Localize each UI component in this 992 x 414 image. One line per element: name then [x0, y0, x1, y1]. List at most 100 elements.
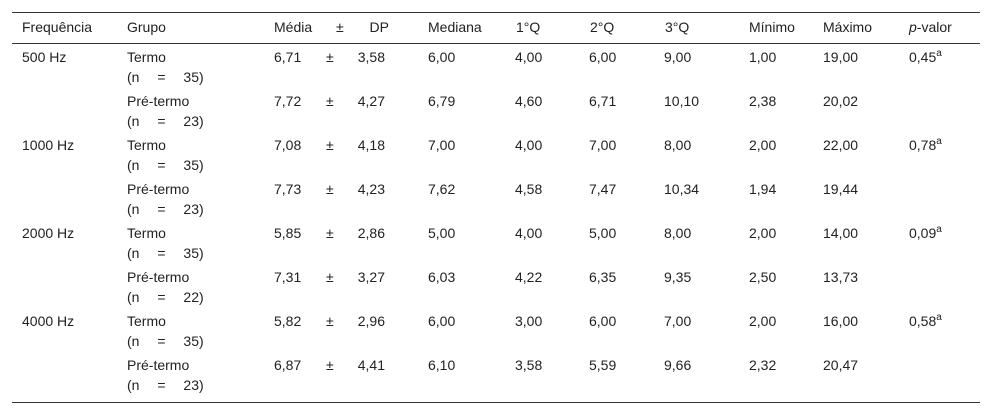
median-cell: 5,00: [428, 225, 456, 241]
q3-cell: 9,00: [664, 49, 692, 65]
q2-cell: 7,47: [589, 181, 617, 197]
group-cell: Termo: [127, 313, 166, 329]
q2-cell: 7,00: [589, 137, 617, 153]
sd-cell: 4,18: [357, 137, 385, 153]
min-cell: 2,00: [749, 137, 777, 153]
pm-cell: ±: [326, 49, 334, 65]
n-cell: (n = 35): [127, 333, 204, 349]
q3-cell: 9,66: [664, 357, 692, 373]
max-cell: 20,02: [823, 93, 859, 109]
footnote-mark: a: [936, 224, 942, 235]
q1-cell: 4,00: [515, 137, 543, 153]
p-value-cell: 0,58a: [909, 312, 942, 330]
pm-cell: ±: [326, 137, 334, 153]
min-cell: 2,50: [749, 269, 777, 285]
header-cell: 3°Q: [665, 19, 690, 35]
header-cell: Média: [274, 19, 313, 35]
bottom-rule: [12, 402, 980, 403]
n-cell: (n = 23): [127, 113, 204, 129]
footnote-mark: a: [936, 136, 942, 147]
header-cell: Frequência: [22, 19, 93, 35]
min-cell: 2,38: [749, 93, 777, 109]
q2-cell: 6,00: [589, 313, 617, 329]
sd-cell: 3,27: [357, 269, 385, 285]
mean-cell: 7,08: [274, 137, 302, 153]
p-value-cell: 0,78a: [909, 136, 942, 154]
max-cell: 22,00: [823, 137, 859, 153]
median-cell: 7,62: [428, 181, 456, 197]
sd-cell: 4,23: [357, 181, 385, 197]
q3-cell: 10,34: [664, 181, 700, 197]
median-cell: 6,00: [428, 49, 456, 65]
footnote-mark: a: [936, 312, 942, 323]
frequency-cell: 1000 Hz: [22, 137, 75, 153]
n-cell: (n = 23): [127, 377, 204, 393]
sd-cell: 2,96: [357, 313, 385, 329]
pm-cell: ±: [326, 93, 334, 109]
header-cell: 2°Q: [590, 19, 615, 35]
median-cell: 6,10: [428, 357, 456, 373]
q3-cell: 10,10: [664, 93, 700, 109]
mean-cell: 5,85: [274, 225, 302, 241]
group-cell: Termo: [127, 225, 166, 241]
p-value-cell: 0,45a: [909, 48, 942, 66]
max-cell: 13,73: [823, 269, 859, 285]
header-cell: Grupo: [127, 19, 166, 35]
max-cell: 14,00: [823, 225, 859, 241]
frequency-cell: 2000 Hz: [22, 225, 75, 241]
min-cell: 1,94: [749, 181, 777, 197]
n-cell: (n = 35): [127, 157, 204, 173]
q3-cell: 8,00: [664, 137, 692, 153]
header-cell: DP: [369, 19, 389, 35]
q1-cell: 3,58: [515, 357, 543, 373]
group-cell: Pré-termo: [127, 181, 190, 197]
p-value-cell: 0,09a: [909, 224, 942, 242]
q3-cell: 7,00: [664, 313, 692, 329]
header-cell: Máximo: [823, 19, 873, 35]
header-cell: ±: [336, 19, 344, 35]
min-cell: 2,00: [749, 225, 777, 241]
min-cell: 1,00: [749, 49, 777, 65]
q3-cell: 8,00: [664, 225, 692, 241]
header-text: -valor: [916, 19, 952, 35]
group-cell: Pré-termo: [127, 93, 190, 109]
q1-cell: 4,58: [515, 181, 543, 197]
n-cell: (n = 35): [127, 245, 204, 261]
frequency-cell: 4000 Hz: [22, 313, 75, 329]
sd-cell: 4,41: [357, 357, 385, 373]
max-cell: 16,00: [823, 313, 859, 329]
pm-cell: ±: [326, 269, 334, 285]
pm-cell: ±: [326, 225, 334, 241]
header-cell: p-valor: [909, 18, 952, 36]
max-cell: 20,47: [823, 357, 859, 373]
n-cell: (n = 22): [127, 289, 204, 305]
pm-cell: ±: [326, 181, 334, 197]
n-cell: (n = 35): [127, 69, 204, 85]
frequency-cell: 500 Hz: [22, 49, 67, 65]
sd-cell: 3,58: [357, 49, 385, 65]
mean-cell: 7,31: [274, 269, 302, 285]
pm-cell: ±: [326, 313, 334, 329]
header-cell: Mediana: [428, 19, 482, 35]
q1-cell: 4,60: [515, 93, 543, 109]
group-cell: Pré-termo: [127, 269, 190, 285]
min-cell: 2,32: [749, 357, 777, 373]
q2-cell: 6,71: [589, 93, 617, 109]
q2-cell: 6,35: [589, 269, 617, 285]
min-cell: 2,00: [749, 313, 777, 329]
group-cell: Pré-termo: [127, 357, 190, 373]
q2-cell: 5,59: [589, 357, 617, 373]
group-cell: Termo: [127, 49, 166, 65]
q1-cell: 4,00: [515, 49, 543, 65]
q3-cell: 9,35: [664, 269, 692, 285]
q2-cell: 5,00: [589, 225, 617, 241]
median-cell: 6,03: [428, 269, 456, 285]
q1-cell: 3,00: [515, 313, 543, 329]
mean-cell: 7,73: [274, 181, 302, 197]
pm-cell: ±: [326, 357, 334, 373]
mean-cell: 6,71: [274, 49, 302, 65]
top-rule: [12, 12, 980, 13]
median-cell: 6,00: [428, 313, 456, 329]
q1-cell: 4,00: [515, 225, 543, 241]
